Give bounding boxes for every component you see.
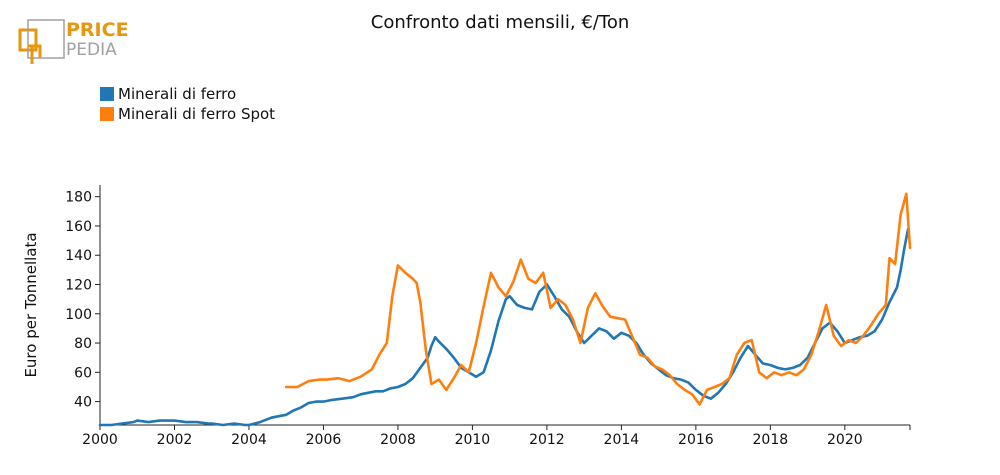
x-tick-label: 2010	[455, 432, 491, 448]
chart-title: Confronto dati mensili, €/Ton	[370, 12, 630, 33]
y-tick-label: 140	[65, 248, 92, 264]
y-tick-label: 180	[65, 190, 92, 206]
y-tick-label: 160	[65, 219, 92, 235]
x-tick-label: 2006	[306, 432, 342, 448]
x-tick-label: 2000	[82, 432, 118, 448]
y-tick-label: 100	[65, 307, 92, 323]
x-tick-label: 2018	[753, 432, 789, 448]
legend-label: Minerali di ferro Spot	[118, 105, 276, 123]
chart-legend: Minerali di ferro Minerali di ferro Spot	[100, 84, 275, 124]
logo-word-pedia: PEDIA	[66, 40, 117, 60]
x-tick-label: 2016	[678, 432, 714, 448]
legend-swatch	[100, 87, 114, 101]
series-line-0	[98, 227, 910, 427]
legend-item-series-1[interactable]: Minerali di ferro Spot	[100, 104, 275, 124]
legend-item-series-0[interactable]: Minerali di ferro	[100, 84, 275, 104]
series-layer	[98, 192, 912, 427]
y-tick-label: 40	[74, 395, 92, 411]
y-tick-label: 80	[74, 336, 92, 352]
y-tick-label: 120	[65, 278, 92, 294]
legend-label: Minerali di ferro	[118, 85, 237, 103]
x-tick-label: 2004	[231, 432, 267, 448]
legend-swatch	[100, 107, 114, 121]
x-tick-label: 2014	[604, 432, 640, 448]
chart-axes: 2000 2002 2004 2006 2008 2010 2012 2014 2016 2018…	[65, 185, 911, 448]
x-tick-label: 2012	[529, 432, 565, 448]
series-line-1	[284, 192, 912, 406]
y-tick-label: 60	[74, 365, 92, 381]
x-tick-label: 2020	[827, 432, 863, 448]
y-axis-title: Euro per Tonnellata	[22, 232, 40, 377]
pricepedia-logo: PRICE PEDIA	[18, 18, 129, 68]
x-tick-label: 2008	[380, 432, 416, 448]
x-tick-label: 2002	[157, 432, 193, 448]
logo-word-price: PRICE	[66, 19, 128, 41]
